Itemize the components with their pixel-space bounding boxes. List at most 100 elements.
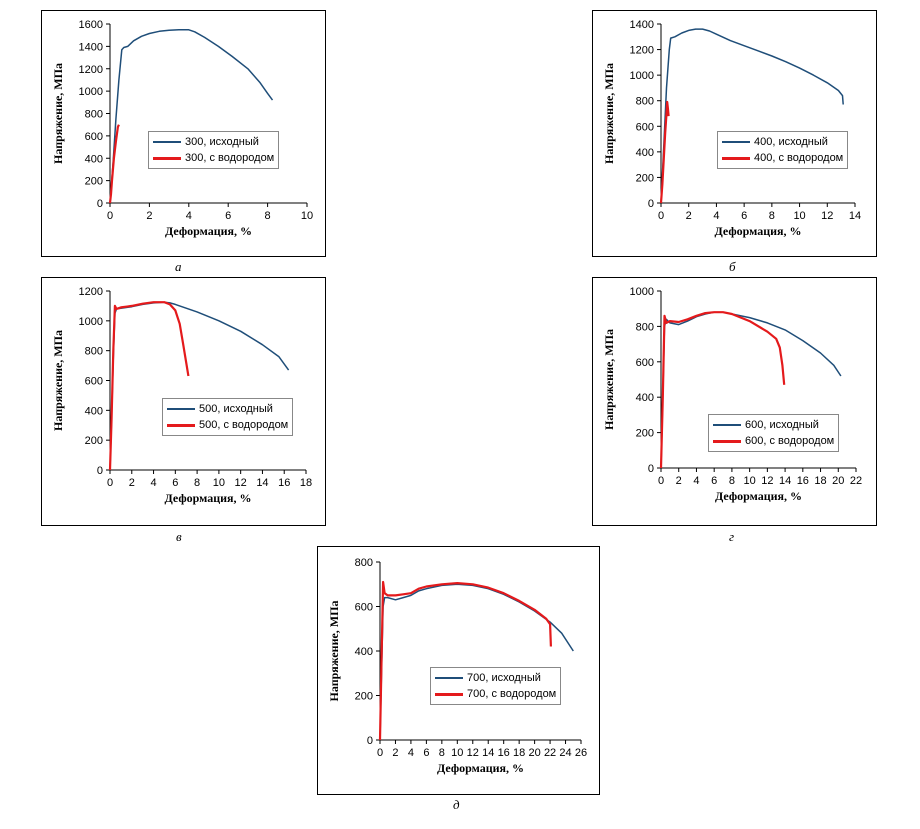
legend-label: 500, исходный	[199, 403, 273, 415]
x-axis-label: Деформация, %	[437, 761, 524, 775]
y-tick-label: 400	[85, 153, 103, 165]
series-line-original	[660, 28, 844, 204]
legend-swatch	[435, 677, 463, 679]
x-tick-label: 14	[779, 475, 791, 487]
y-tick-label: 600	[85, 376, 103, 388]
x-tick-label: 20	[832, 475, 844, 487]
chart-b-svg: 0 2 4 6 8 10 12 14 0 200 400 600 800 1000 1200 1400 Дефо…	[602, 19, 861, 238]
chart-d-svg: 0 2 4 6 8 10 12 14 16 18 20 2202004006008001000Дефо…	[602, 286, 862, 503]
y-tick-label: 400	[355, 646, 373, 658]
x-tick-label: 8	[265, 210, 271, 222]
legend-label: 400, с водородом	[754, 152, 844, 164]
legend-item: 400, с водородом	[722, 150, 843, 166]
y-tick-label: 1600	[79, 19, 103, 31]
x-tick-label: 8	[769, 210, 775, 222]
y-tick-label: 200	[636, 172, 654, 184]
y-tick-label: 200	[85, 435, 103, 447]
chart-e-svg: 0 2 4 6 8 10 12 14 16 18 20 22 24 260200400600800Дефо…	[327, 557, 587, 775]
y-tick-label: 0	[97, 198, 103, 210]
series-line-hydrogen	[108, 301, 190, 471]
legend-swatch	[167, 408, 195, 410]
x-tick-label: 0	[377, 747, 383, 759]
chart-panel-b: 0 2 4 6 8 10 12 14 0 200 400 600 800 1000 1200 1400 Дефо…	[592, 10, 877, 257]
legend-swatch	[722, 141, 750, 143]
x-tick-label: 8	[194, 477, 200, 489]
series-line-original	[379, 583, 574, 741]
x-tick-label: 2	[686, 210, 692, 222]
legend-item: 300, исходный	[153, 134, 274, 150]
legend-item: 500, с водородом	[167, 417, 288, 433]
x-tick-label: 2	[129, 477, 135, 489]
x-tick-label: 12	[235, 477, 247, 489]
y-tick-label: 800	[636, 96, 654, 108]
legend-item: 700, исходный	[435, 670, 556, 686]
x-tick-label: 6	[741, 210, 747, 222]
x-tick-label: 10	[301, 210, 313, 222]
series-line-original	[109, 301, 290, 471]
legend-swatch	[722, 156, 750, 160]
x-tick-label: 22	[850, 475, 862, 487]
x-tick-label: 18	[814, 475, 826, 487]
x-tick-label: 18	[513, 747, 525, 759]
y-tick-label: 600	[636, 357, 654, 369]
y-tick-label: 1000	[79, 86, 103, 98]
series-line-hydrogen	[659, 100, 670, 204]
x-tick-label: 22	[544, 747, 556, 759]
caption-e: д	[453, 797, 460, 812]
legend-label: 700, исходный	[467, 672, 541, 684]
y-tick-label: 200	[355, 691, 373, 703]
legend-swatch	[435, 692, 463, 696]
chart-panel-c: 0 2 4 6 8 10 12 14 16 18 0 200 400 600 800 1000 1200 Дефо…	[41, 277, 326, 526]
caption-b: б	[729, 259, 736, 274]
x-tick-label: 6	[423, 747, 429, 759]
y-axis-label: Напряжение, МПа	[51, 63, 65, 164]
legend-item: 700, с водородом	[435, 686, 556, 702]
legend-item: 600, с водородом	[713, 433, 834, 449]
y-tick-label: 1400	[630, 19, 654, 31]
y-tick-label: 800	[636, 321, 654, 333]
x-tick-label: 4	[186, 210, 192, 222]
x-tick-label: 14	[256, 477, 268, 489]
x-tick-label: 2	[146, 210, 152, 222]
x-tick-label: 0	[658, 475, 664, 487]
legend-swatch	[167, 423, 195, 427]
x-tick-label: 12	[761, 475, 773, 487]
chart-c-legend: 500, исходный 500, с водородом	[162, 398, 294, 436]
x-tick-label: 24	[559, 747, 571, 759]
x-axis-label: Деформация, %	[715, 489, 802, 503]
chart-panel-e: 0 2 4 6 8 10 12 14 16 18 20 22 24 26 0 200 400 600 800 Дефо…	[317, 546, 600, 795]
x-tick-label: 2	[392, 747, 398, 759]
y-tick-label: 1000	[79, 316, 103, 328]
x-tick-label: 6	[711, 475, 717, 487]
y-tick-label: 1000	[630, 70, 654, 82]
x-tick-label: 16	[498, 747, 510, 759]
chart-b-legend: 400, исходный 400, с водородом	[717, 131, 849, 169]
x-tick-label: 12	[467, 747, 479, 759]
x-tick-label: 26	[575, 747, 587, 759]
chart-a-legend: 300, исходный 300, с водородом	[148, 131, 280, 169]
x-tick-label: 4	[713, 210, 719, 222]
y-axis-label: Напряжение, МПа	[51, 330, 65, 431]
caption-d: г	[729, 529, 735, 544]
x-tick-label: 10	[793, 210, 805, 222]
legend-label: 700, с водородом	[467, 688, 557, 700]
legend-label: 600, с водородом	[745, 435, 835, 447]
y-tick-label: 0	[648, 198, 654, 210]
y-tick-label: 600	[636, 121, 654, 133]
y-tick-label: 1000	[630, 286, 654, 298]
x-tick-label: 6	[225, 210, 231, 222]
y-axis-label: Напряжение, МПа	[602, 329, 616, 430]
legend-swatch	[713, 424, 741, 426]
y-tick-label: 200	[636, 428, 654, 440]
y-tick-label: 0	[97, 465, 103, 477]
legend-label: 400, исходный	[754, 136, 828, 148]
series-line-original	[109, 29, 274, 204]
x-tick-label: 8	[729, 475, 735, 487]
x-tick-label: 4	[408, 747, 414, 759]
y-tick-label: 800	[355, 557, 373, 569]
legend-label: 300, исходный	[185, 136, 259, 148]
y-tick-label: 800	[85, 109, 103, 121]
series-line-hydrogen	[378, 580, 552, 741]
x-tick-label: 20	[528, 747, 540, 759]
legend-item: 600, исходный	[713, 417, 834, 433]
